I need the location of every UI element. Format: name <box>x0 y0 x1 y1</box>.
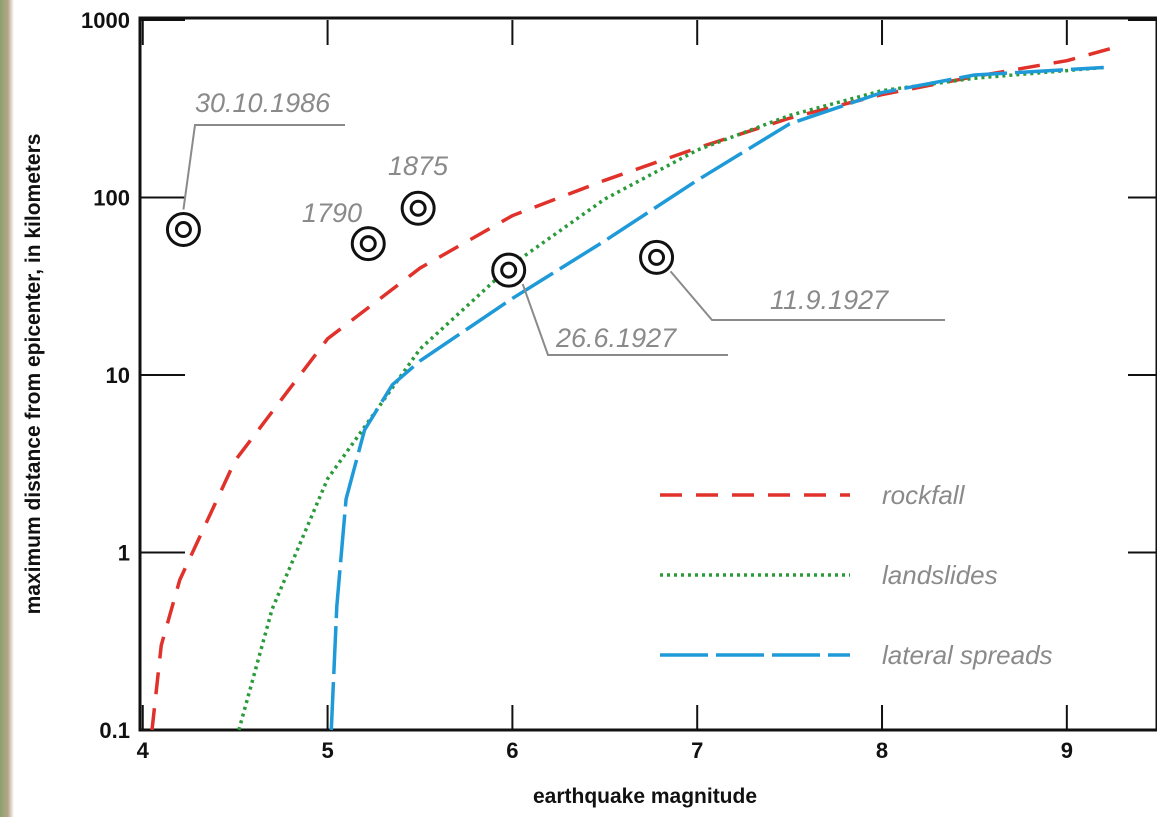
event-marker-inner <box>648 248 666 266</box>
legend-label: landslides <box>882 560 998 590</box>
event-marker <box>165 212 201 248</box>
event-marker <box>639 239 675 275</box>
event-label: 1790 <box>302 198 362 228</box>
event-label: 1875 <box>388 151 449 181</box>
y-tick-label: 1000 <box>81 8 130 33</box>
leader-line <box>669 270 945 321</box>
legend-label: lateral spreads <box>882 640 1053 670</box>
leader-line <box>182 124 345 210</box>
x-tick-label: 9 <box>1061 738 1073 763</box>
event-marker-inner <box>409 199 427 217</box>
x-tick-label: 5 <box>321 738 333 763</box>
event-marker <box>491 252 527 288</box>
y-axis-title: maximum distance from epicenter, in kilo… <box>22 134 45 615</box>
y-tick-label: 100 <box>93 186 130 211</box>
event-marker-inner <box>500 261 518 279</box>
event-marker-inner <box>174 221 192 239</box>
leader-line <box>521 283 728 356</box>
x-tick-label: 4 <box>137 738 150 763</box>
y-tick-label: 1 <box>118 541 130 566</box>
x-tick-label: 7 <box>691 738 703 763</box>
legend-label: rockfall <box>882 480 966 510</box>
x-tick-label: 6 <box>506 738 518 763</box>
x-axis-title: earthquake magnitude <box>533 785 757 808</box>
x-tick-label: 8 <box>876 738 888 763</box>
series-line <box>329 65 1104 731</box>
y-tick-label: 10 <box>106 363 130 388</box>
event-marker-inner <box>359 235 377 253</box>
event-label: 30.10.1986 <box>195 88 331 118</box>
y-tick-label: 0.1 <box>99 718 130 743</box>
event-marker <box>400 190 436 226</box>
series-line <box>150 43 1123 731</box>
event-marker <box>350 226 386 262</box>
plot-frame <box>138 16 1157 732</box>
event-label: 26.6.1927 <box>555 323 677 353</box>
event-label: 11.9.1927 <box>770 285 889 315</box>
